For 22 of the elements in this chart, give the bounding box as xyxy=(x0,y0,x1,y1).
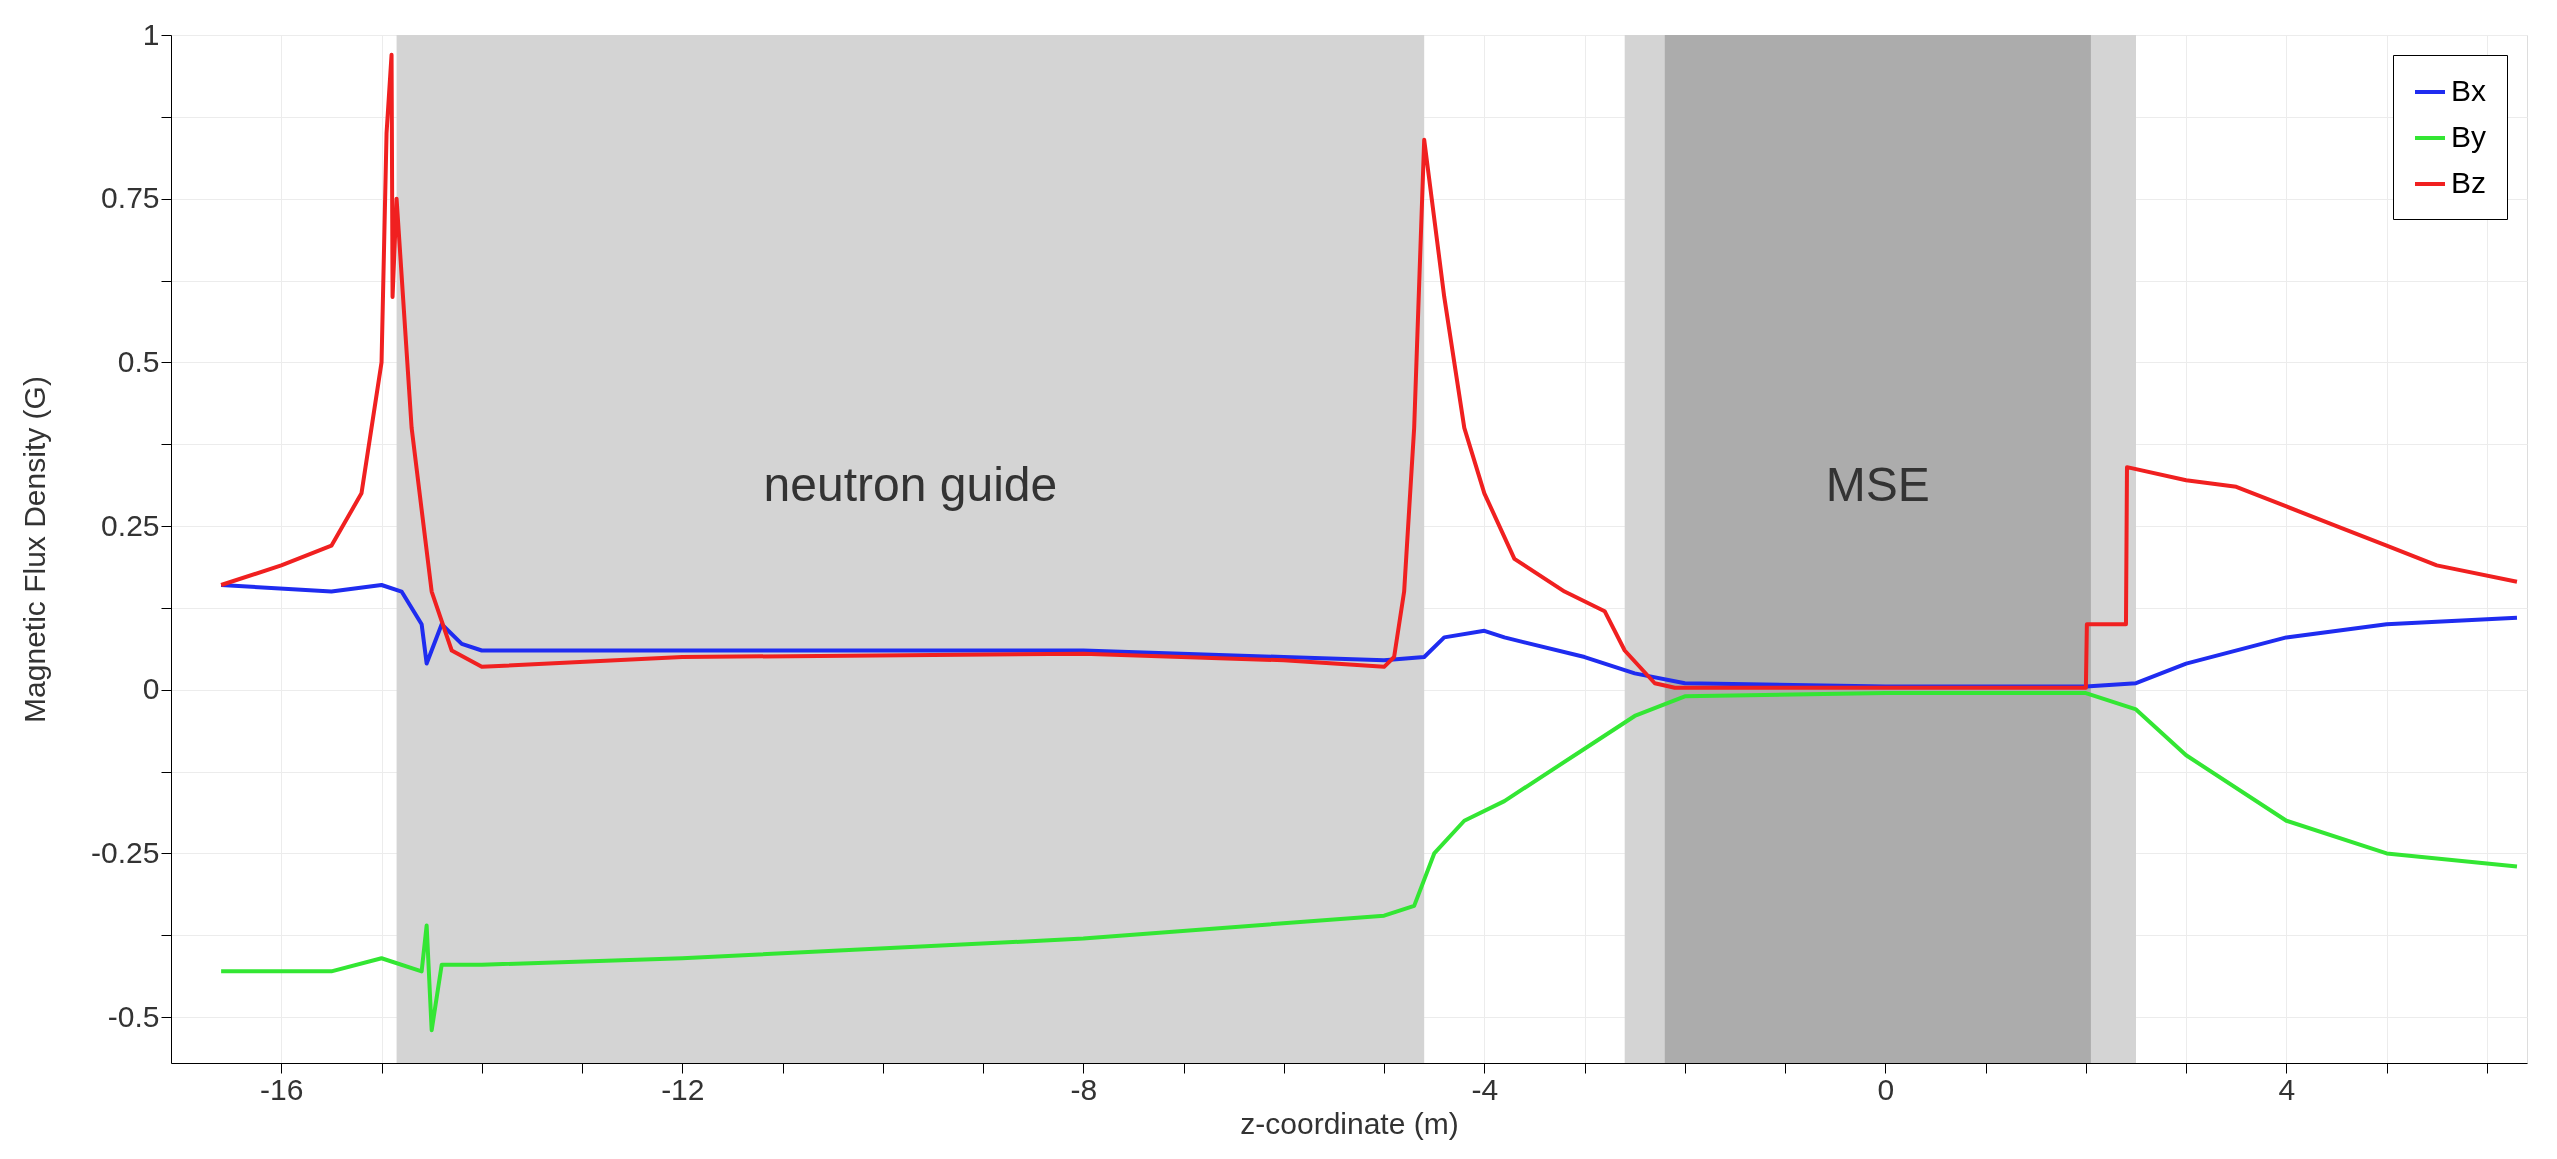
y-tick-label: 0.75 xyxy=(101,181,160,215)
legend-label: Bz xyxy=(2451,166,2487,199)
band-label: MSE xyxy=(1825,458,1930,512)
x-tick-label: 4 xyxy=(2278,1072,2296,1106)
legend-label: Bx xyxy=(2451,74,2487,107)
line-series xyxy=(219,691,2519,1033)
x-tick-label: -4 xyxy=(1471,1072,1499,1106)
y-tick-label: 0.5 xyxy=(117,344,160,378)
x-axis-title: z-coordinate (m) xyxy=(1240,1106,1459,1140)
y-tick-label: 0.25 xyxy=(101,508,160,542)
line-series xyxy=(219,52,2519,690)
y-tick-label: 0 xyxy=(142,672,160,706)
x-tick-label: -12 xyxy=(661,1072,705,1106)
y-tick-label: -0.5 xyxy=(107,999,160,1033)
legend-label: By xyxy=(2451,120,2487,153)
band-label: neutron guide xyxy=(763,458,1058,512)
x-tick-label: 0 xyxy=(1877,1072,1895,1106)
x-tick-label: -8 xyxy=(1070,1072,1098,1106)
y-tick-label: 1 xyxy=(142,17,160,51)
x-tick-label: -16 xyxy=(260,1072,304,1106)
y-tick-label: -0.25 xyxy=(91,835,160,869)
y-axis-title: Magnetic Flux Density (G) xyxy=(18,376,52,723)
